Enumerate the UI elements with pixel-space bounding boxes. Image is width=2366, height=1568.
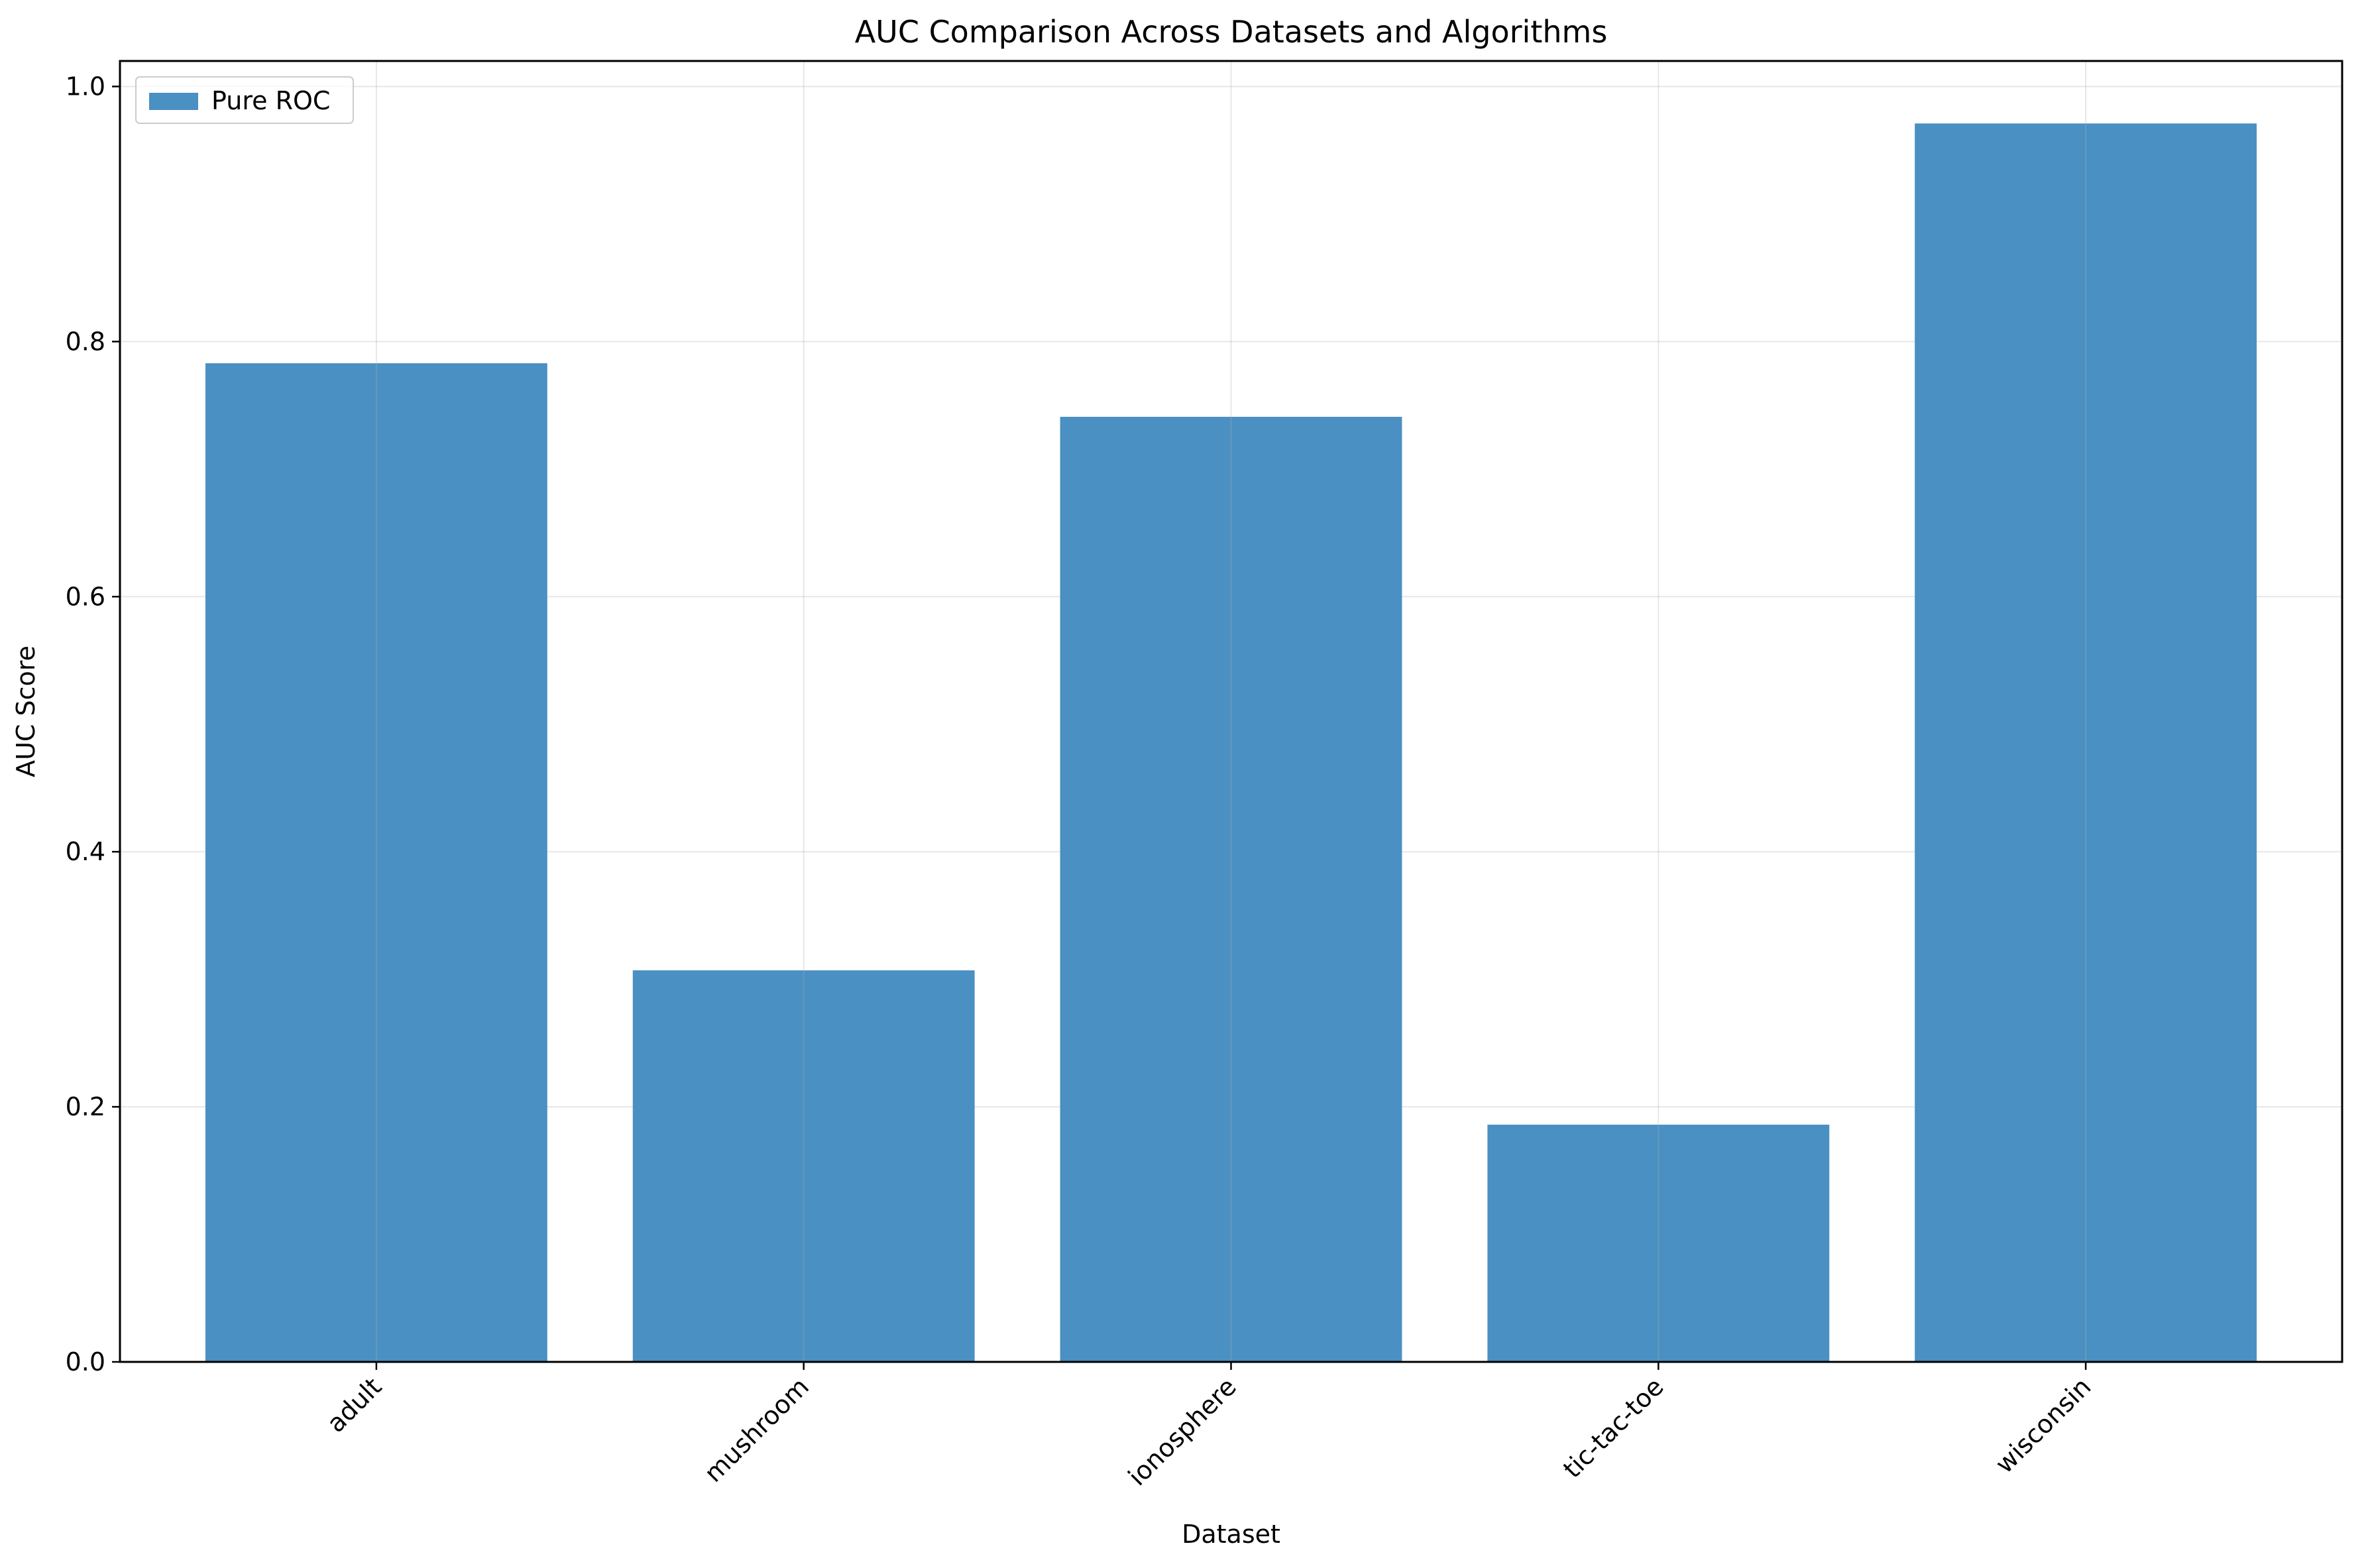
legend-swatch — [149, 93, 198, 110]
y-tick-label: 0.4 — [66, 837, 105, 866]
legend-box — [135, 76, 354, 124]
legend-label: Pure ROC — [211, 86, 330, 115]
bar-wisconsin — [1915, 123, 2257, 1362]
y-tick-label: 0.2 — [66, 1092, 105, 1121]
y-tick-label: 1.0 — [66, 72, 105, 101]
chart-title: AUC Comparison Across Datasets and Algor… — [855, 14, 1608, 50]
y-axis-label: AUC Score — [11, 645, 40, 777]
y-tick-label: 0.6 — [66, 582, 105, 611]
x-axis-label: Dataset — [1182, 1520, 1280, 1549]
bar-tic-tac-toe — [1487, 1125, 1830, 1362]
vertical-grid — [375, 61, 2087, 1362]
y-axis-ticks: 0.0 0.2 0.4 0.6 0.8 1.0 — [66, 72, 120, 1376]
bar-ionosphere — [1060, 416, 1402, 1362]
y-tick-label: 0.8 — [66, 327, 105, 356]
bars — [205, 123, 2257, 1362]
bar-adult — [205, 363, 547, 1362]
y-tick-label: 0.0 — [66, 1347, 105, 1376]
bar-mushroom — [632, 970, 975, 1362]
legend: Pure ROC — [135, 76, 354, 124]
